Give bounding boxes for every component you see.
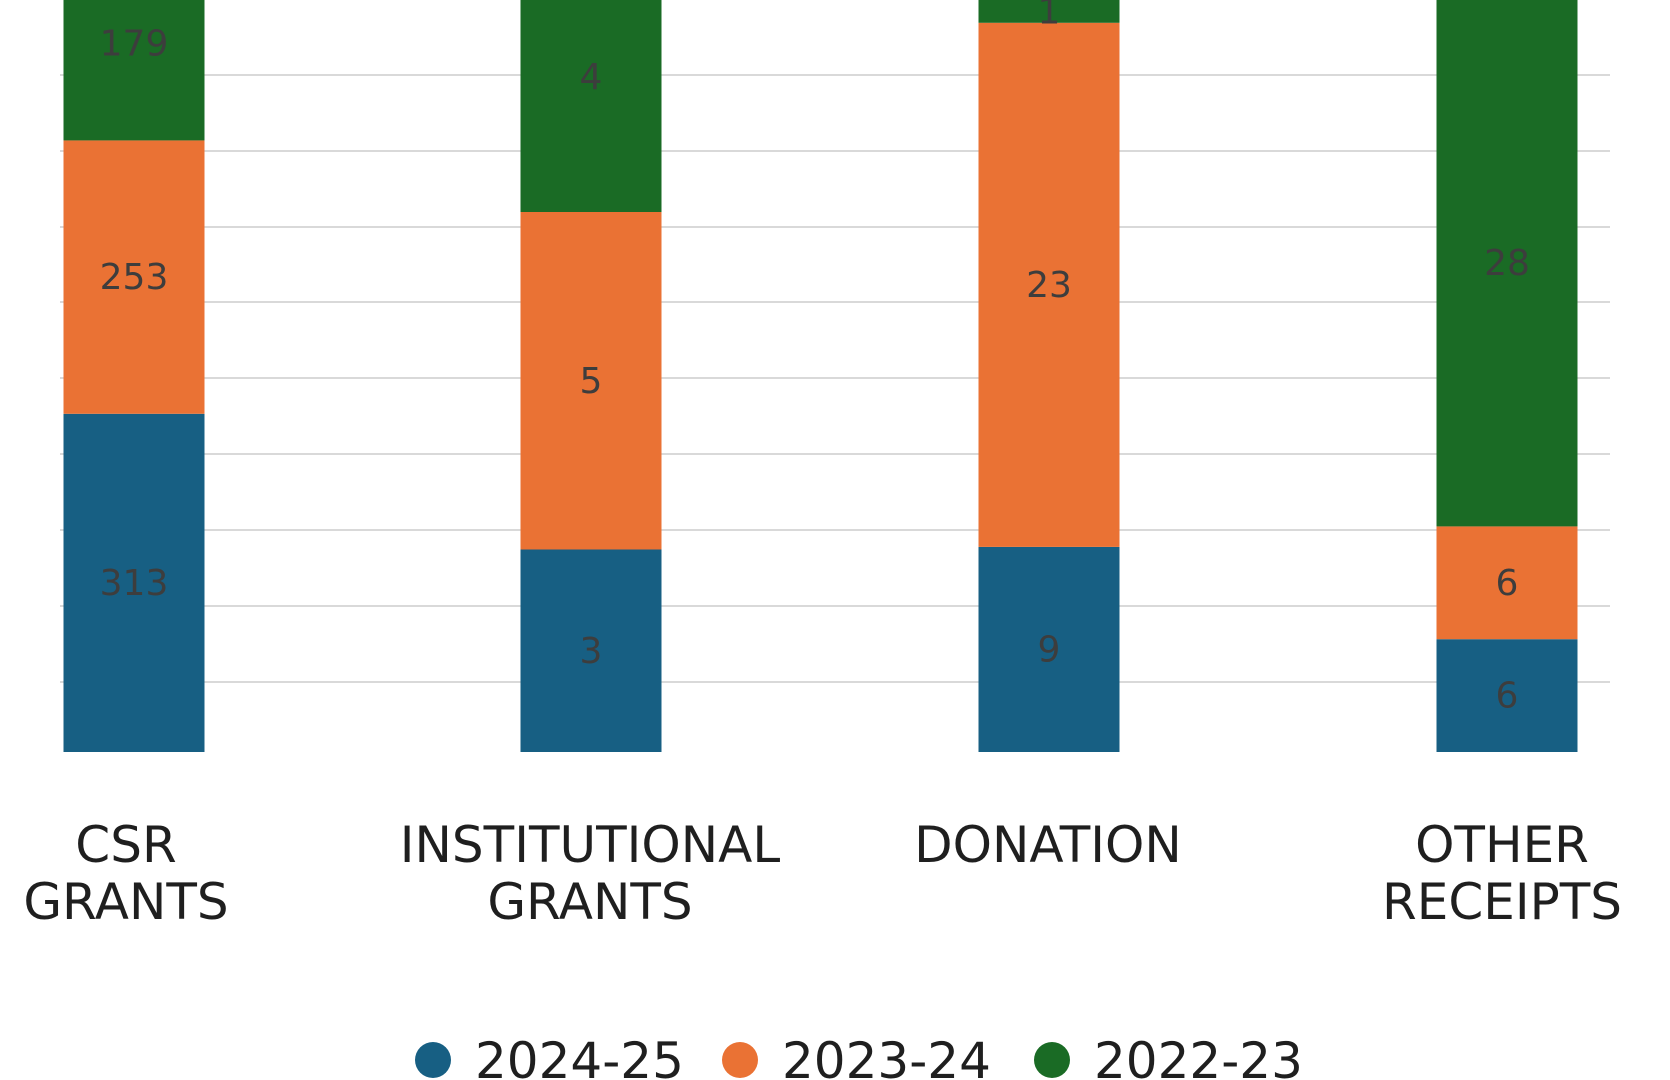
legend-label-0: 2024-25: [475, 1032, 684, 1080]
data-label-1-2: 4: [580, 57, 603, 98]
data-label-3-2: 28: [1484, 243, 1530, 284]
bar-0-0: [63, 413, 205, 752]
data-label-2-0: 9: [1038, 629, 1061, 670]
bar-0-2: [63, 0, 205, 141]
data-label-1-0: 3: [580, 631, 603, 672]
data-label-0-2: 179: [100, 24, 169, 65]
legend-swatch-2: [1034, 1042, 1070, 1078]
data-label-1-1: 5: [580, 361, 603, 402]
data-label-2-2: 1: [1038, 0, 1061, 32]
legend-label-2: 2022-23: [1094, 1032, 1303, 1080]
legend-swatch-1: [722, 1042, 758, 1078]
data-label-3-1: 6: [1496, 563, 1519, 604]
gridlines: [60, 74, 1610, 683]
data-label-0-1: 253: [100, 257, 169, 298]
bar-1-0: [520, 549, 662, 752]
bar-2-0: [978, 546, 1120, 752]
legend: 2024-25 2023-24 2022-23: [415, 1032, 1303, 1080]
bar-2-2: [978, 0, 1120, 23]
bar-3-1: [1436, 526, 1578, 640]
data-label-0-0: 313: [100, 563, 169, 604]
data-label-3-0: 6: [1496, 676, 1519, 717]
category-label-3-1: RECEIPTS: [1382, 873, 1622, 931]
segment-labels: 313 253 179 3 5 4 9 23 1 6 6 28: [100, 0, 1530, 717]
bar-1-1: [520, 212, 662, 550]
bar-0-1: [63, 140, 205, 414]
bar-3-0: [1436, 639, 1578, 752]
category-label-1-0: INSTITUTIONAL: [400, 816, 781, 874]
category-label-0-1: GRANTS: [23, 873, 228, 931]
bars: [63, 0, 1578, 752]
data-label-2-1: 23: [1026, 265, 1072, 306]
category-label-1-1: GRANTS: [487, 873, 692, 931]
legend-swatch-0: [415, 1042, 451, 1078]
category-label-0-0: CSR: [75, 816, 176, 874]
category-label-2-0: DONATION: [914, 816, 1182, 874]
bar-2-1: [978, 22, 1120, 547]
bar-3-2: [1436, 0, 1578, 527]
legend-label-1: 2023-24: [782, 1032, 991, 1080]
bar-1-2: [520, 0, 662, 212]
category-label-3-0: OTHER: [1415, 816, 1589, 874]
